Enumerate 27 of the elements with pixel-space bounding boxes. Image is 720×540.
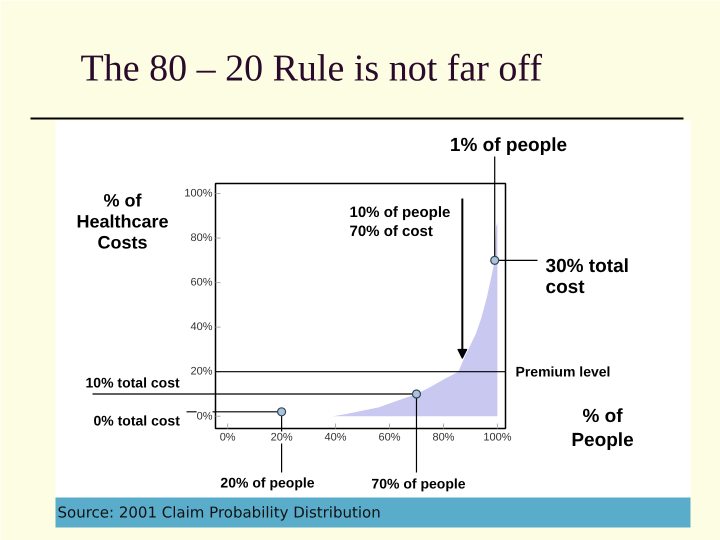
x-tick-label: 80%: [432, 432, 455, 444]
y-tick-label: 100%: [184, 188, 213, 200]
chart-title: The 80 – 20 Rule is not far off: [80, 48, 542, 90]
y-tick-label: 60%: [190, 276, 213, 289]
y-tick-label: 40%: [190, 321, 213, 334]
x-tick-label: 40%: [324, 432, 347, 444]
x-tick-label: 20%: [270, 432, 293, 444]
y-axis-title: % of Healthcare Costs: [76, 190, 169, 252]
annotation: 10% of people 70% of cost: [350, 204, 450, 240]
x-tick-label: 100%: [483, 432, 512, 444]
annotation: 10% total cost: [86, 374, 180, 390]
annotation: 70% of people: [371, 476, 466, 492]
point: [412, 389, 422, 399]
y-tick-label: 0%: [196, 410, 213, 422]
source-note: Source: 2001 Claim Probability Distribution: [58, 504, 381, 522]
annotation: 30% total cost: [546, 256, 629, 298]
annotation: 0% total cost: [94, 412, 180, 428]
annotation: 20% of people: [220, 474, 315, 490]
x-tick-label: 60%: [378, 432, 401, 444]
ref-line-label: Premium level: [516, 364, 610, 380]
y-tick-label: 80%: [190, 232, 213, 244]
point: [490, 256, 500, 265]
y-tick-label: 20%: [190, 366, 213, 378]
x-tick-label: 0%: [220, 432, 236, 444]
point: [276, 407, 286, 416]
annotation: 1% of people: [450, 135, 568, 156]
x-axis-title: % of People: [571, 406, 634, 451]
